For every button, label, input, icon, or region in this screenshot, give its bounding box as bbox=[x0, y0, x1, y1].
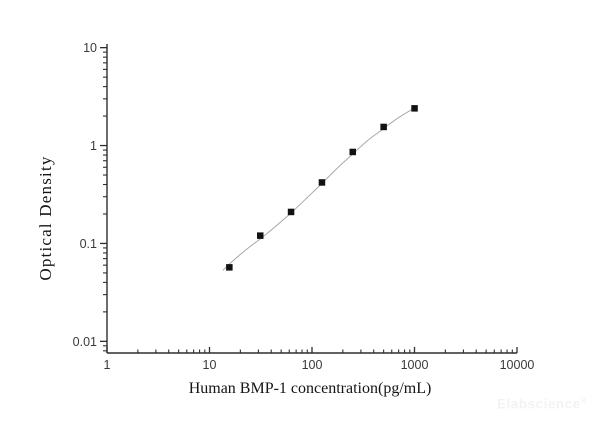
fit-curve bbox=[222, 107, 415, 271]
watermark: Elabscience® bbox=[497, 396, 587, 412]
x-tick-label: 10000 bbox=[500, 358, 535, 372]
fit-curve-layer bbox=[222, 107, 415, 271]
axis-ticks bbox=[100, 47, 518, 353]
data-point-marker bbox=[380, 123, 387, 131]
data-point-marker bbox=[287, 208, 295, 216]
data-point-marker bbox=[318, 179, 326, 186]
axes bbox=[106, 44, 517, 354]
x-tick-label: 1 bbox=[104, 358, 111, 372]
y-tick-label: 0.1 bbox=[80, 237, 97, 251]
x-tick-label: 10 bbox=[203, 358, 217, 372]
data-point-marker bbox=[411, 105, 418, 112]
axis-tick-labels: 1 10 100 1000 10000 0.01 0.1 1 10 bbox=[73, 41, 535, 372]
x-tick-label: 100 bbox=[302, 358, 323, 372]
y-tick-label: 1 bbox=[90, 139, 97, 153]
data-points-layer bbox=[226, 105, 418, 271]
x-axis-title: Human BMP-1 concentration(pg/mL) bbox=[188, 380, 432, 397]
y-axis-title: Optical Density bbox=[36, 155, 55, 281]
data-point-marker bbox=[257, 232, 264, 239]
y-tick-label: 10 bbox=[83, 41, 97, 55]
watermark-text: Elabscience bbox=[497, 396, 581, 412]
data-point-marker bbox=[349, 148, 356, 156]
x-tick-label: 1000 bbox=[401, 358, 429, 372]
y-tick-label: 0.01 bbox=[73, 335, 97, 349]
data-point-marker bbox=[226, 264, 233, 271]
registered-trademark-icon: ® bbox=[580, 396, 587, 405]
